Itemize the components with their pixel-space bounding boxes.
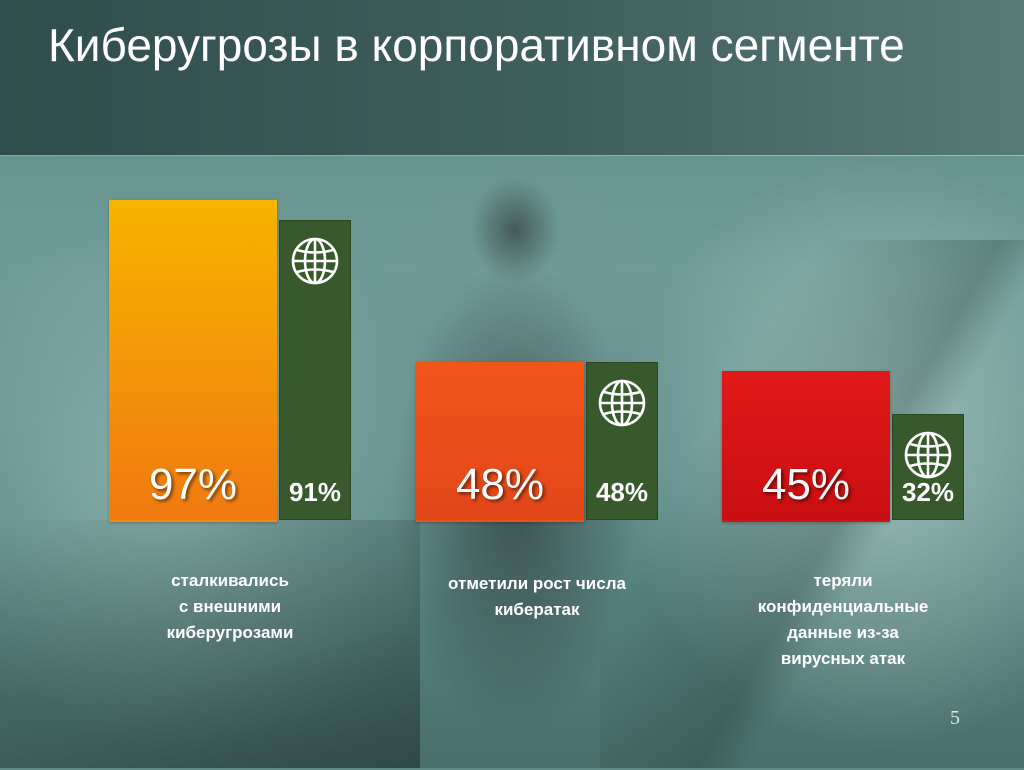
globe-icon [598,379,646,427]
category-label-2: отметили рост числа кибератак [448,574,626,619]
bar-series2-value-label: 32% [901,477,955,507]
bar-series2-1: 91% [279,220,351,520]
bar-series1-value-label: 97% [148,460,238,509]
bar-series1-value-label: 48% [455,460,545,509]
bar-series2-3: 32% [892,414,964,520]
category-label-1: сталкивались с внешними киберугрозами [166,571,294,642]
globe-icon [291,237,339,285]
bar-series1-1: 97% [109,200,277,522]
background-escalator-left [0,520,420,768]
title-bar: Киберугрозы в корпоративном сегменте [0,0,1024,156]
bar-series1-value-label: 45% [761,460,851,509]
bar-series1-3: 45% [722,371,890,522]
globe-icon [904,431,952,479]
bar-series2-value-label: 91% [288,477,342,507]
bar-series2-2: 48% [586,362,658,520]
category-label-3: теряли конфиденциальные данные из-за вирусн… [757,571,929,668]
page-number: 5 [950,707,960,729]
bar-series1-2: 48% [416,362,584,522]
bar-series2-value-label: 48% [595,477,649,507]
slide-title: Киберугрозы в корпоративном сегменте [48,19,905,71]
